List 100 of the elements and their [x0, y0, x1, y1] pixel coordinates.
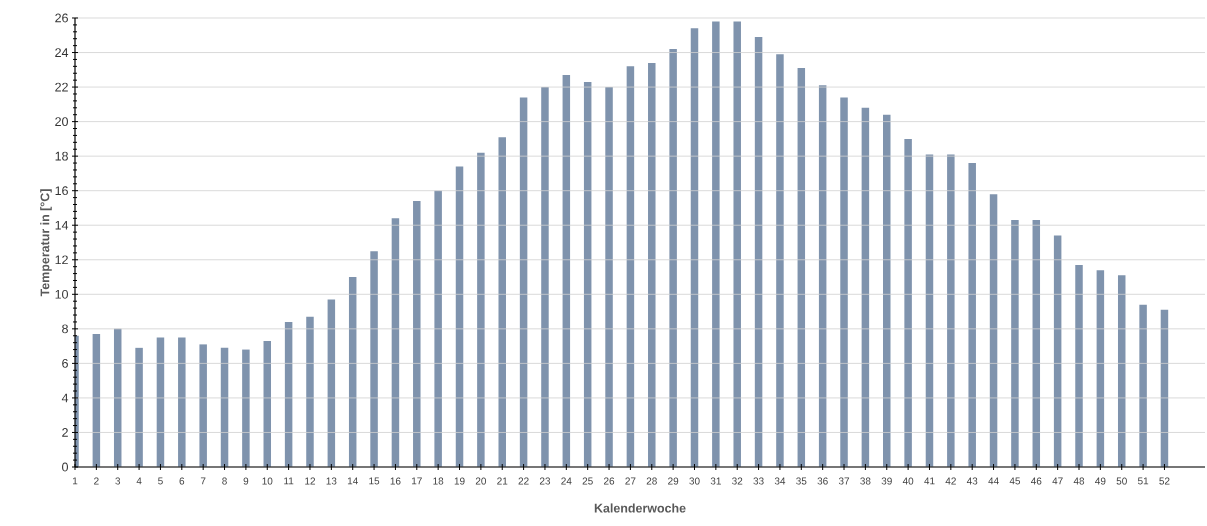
y-tick-label: 20 [55, 117, 68, 127]
bar [306, 316, 314, 467]
x-tick-label: 31 [710, 477, 721, 485]
x-tick-label: 20 [475, 477, 487, 485]
x-tick-label: 45 [1009, 477, 1021, 485]
bar [925, 154, 934, 467]
x-tick-label: 35 [796, 477, 807, 485]
bar [690, 28, 699, 467]
x-tick-label: 41 [924, 477, 935, 485]
x-tick-label: 23 [539, 477, 551, 485]
x-tick-label: 4 [136, 477, 142, 485]
y-tick-label: 2 [62, 428, 68, 437]
x-tick-label: 40 [902, 477, 914, 485]
bar [840, 97, 848, 467]
bar [797, 68, 806, 467]
bar [626, 66, 635, 467]
x-tick-label: 18 [433, 477, 444, 485]
y-tick-label: 26 [55, 13, 68, 23]
x-tick-label: 6 [179, 477, 185, 485]
bar [391, 218, 400, 467]
x-tick-label: 34 [774, 477, 786, 485]
x-tick-label: 11 [284, 477, 294, 485]
x-tick-label: 48 [1073, 477, 1085, 485]
bar [199, 344, 207, 467]
x-tick-label: 38 [860, 477, 871, 485]
bar [498, 137, 506, 467]
x-tick-label: 44 [988, 477, 999, 485]
bar [348, 277, 357, 467]
bar [413, 201, 421, 467]
bar [562, 74, 571, 467]
x-tick-label: 15 [369, 477, 380, 485]
bar [477, 152, 485, 467]
x-tick-label: 37 [838, 477, 850, 485]
x-tick-label: 16 [390, 477, 401, 485]
bar [861, 107, 870, 467]
x-tick-label: 50 [1116, 477, 1127, 485]
x-axis-title: Kalenderwoche [594, 503, 686, 513]
bar [883, 114, 891, 467]
bar [541, 87, 549, 467]
x-tick-label: 39 [881, 477, 892, 485]
x-tick-label: 46 [1030, 477, 1042, 485]
bar [904, 138, 912, 467]
x-tick-label: 2 [94, 477, 99, 485]
x-tick-label: 52 [1159, 477, 1170, 485]
bar [648, 62, 656, 467]
bar [1011, 220, 1019, 467]
bar [434, 190, 442, 467]
bar [776, 54, 784, 467]
x-tick-label: 30 [689, 477, 700, 485]
bar [968, 163, 976, 467]
bar [754, 36, 763, 467]
y-tick-label: 18 [55, 151, 68, 161]
bar [712, 21, 720, 467]
bar [327, 299, 336, 467]
x-tick-label: 7 [200, 477, 206, 485]
x-tick-label: 12 [305, 477, 316, 485]
bar [135, 347, 143, 467]
bar [989, 194, 998, 467]
y-tick-label: 12 [55, 255, 68, 265]
bar [1117, 275, 1126, 467]
x-tick-label: 22 [518, 477, 529, 485]
bar [455, 166, 464, 467]
x-tick-label: 42 [945, 477, 956, 485]
bar [242, 349, 250, 467]
x-tick-label: 32 [732, 477, 743, 485]
bar [1032, 220, 1041, 467]
bar [733, 21, 741, 467]
x-tick-label: 9 [243, 477, 249, 485]
bar [178, 337, 186, 467]
y-tick-label: 0 [62, 462, 68, 472]
bar [669, 49, 677, 467]
x-tick-label: 21 [497, 477, 508, 485]
y-tick-label: 4 [61, 393, 69, 403]
x-tick-label: 28 [646, 477, 657, 485]
bar [92, 334, 101, 467]
x-tick-label: 3 [115, 477, 121, 485]
x-tick-label: 47 [1052, 477, 1063, 485]
y-tick-label: 10 [55, 289, 68, 299]
bar [947, 154, 955, 467]
x-tick-label: 19 [454, 477, 465, 485]
bar [1139, 304, 1147, 467]
bar [156, 337, 165, 467]
x-tick-label: 14 [347, 477, 358, 485]
x-tick-label: 13 [326, 477, 337, 485]
x-tick-label: 25 [582, 477, 593, 485]
y-tick-label: 22 [55, 82, 68, 92]
bar [519, 97, 528, 467]
bar [605, 87, 613, 467]
x-tick-label: 43 [966, 477, 978, 485]
x-tick-label: 29 [668, 477, 679, 485]
y-axis-title: Temperatur in [°C] [40, 189, 52, 297]
bar [583, 81, 592, 467]
x-tick-label: 8 [222, 477, 227, 485]
x-tick-label: 49 [1095, 477, 1106, 485]
bar [818, 85, 827, 467]
bar [1053, 235, 1062, 467]
x-tick-label: 24 [561, 477, 572, 485]
x-tick-label: 51 [1137, 477, 1149, 485]
y-tick-label: 6 [62, 358, 68, 368]
x-tick-label: 17 [412, 477, 422, 485]
